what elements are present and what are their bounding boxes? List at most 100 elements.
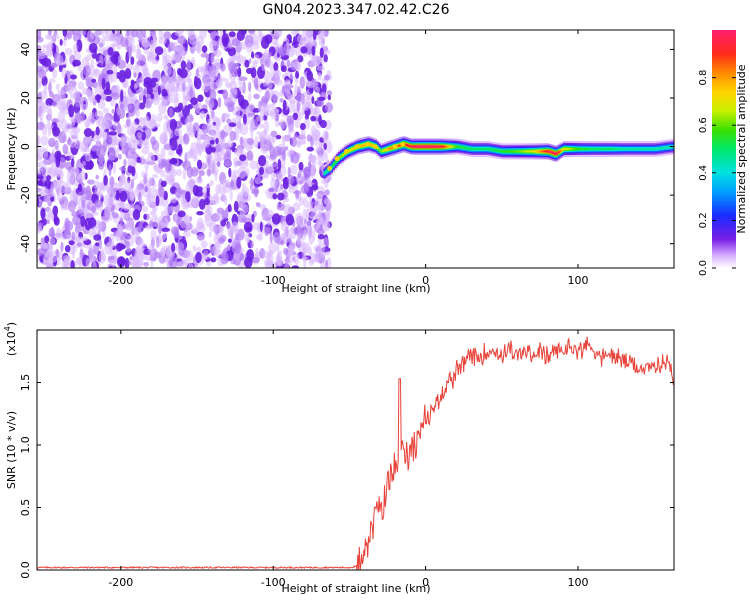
ridge-segment (323, 172, 326, 175)
noise-speckle (251, 213, 255, 223)
noise-speckle (286, 59, 291, 68)
noise-speckle (45, 98, 54, 107)
noise-speckle (216, 156, 225, 161)
noise-speckle (75, 133, 79, 145)
noise-speckle (150, 93, 155, 100)
noise-speckle (268, 242, 277, 254)
ridge-segment (371, 144, 374, 147)
noise-speckle (115, 232, 120, 242)
ridge-segment (458, 145, 461, 149)
noise-speckle (119, 166, 127, 171)
y-tick-label: 1.0 (19, 436, 32, 454)
noise-speckle (237, 166, 247, 179)
noise-speckle (307, 246, 312, 257)
noise-speckle (312, 31, 317, 41)
noise-speckle (249, 104, 255, 112)
noise-speckle (106, 69, 114, 75)
noise-speckle (191, 202, 197, 208)
ridge-segment (449, 145, 452, 148)
noise-speckle (243, 221, 253, 233)
noise-speckle (178, 102, 183, 111)
noise-speckle (249, 160, 259, 170)
noise-speckle (182, 168, 187, 181)
noise-speckle (158, 216, 164, 227)
noise-speckle (141, 131, 146, 141)
noise-speckle (305, 30, 312, 39)
noise-speckle (255, 247, 259, 256)
snr-unit-base: (x10 (5, 331, 18, 356)
colorbar-label: Normalized spectral amplitude (735, 64, 748, 233)
noise-speckle (271, 136, 277, 142)
ridge-segment (446, 145, 449, 148)
ridge-segment (363, 143, 366, 147)
noise-speckle (190, 97, 199, 105)
noise-speckle (69, 139, 76, 148)
ridge-segment (586, 147, 589, 151)
noise-speckle (269, 163, 278, 168)
noise-speckle (235, 109, 241, 118)
noise-speckle (315, 193, 323, 198)
noise-speckle (309, 200, 313, 212)
ridge-segment (444, 145, 447, 148)
noise-speckle (58, 131, 67, 144)
noise-speckle (138, 191, 142, 205)
ridge-segment (491, 148, 494, 151)
noise-speckle (250, 67, 257, 79)
noise-speckle (61, 68, 67, 79)
noise-speckle (51, 101, 58, 107)
ridge-segment (596, 147, 599, 151)
noise-speckle (275, 243, 280, 252)
noise-speckle (220, 62, 226, 72)
noise-speckle (316, 228, 325, 235)
noise-speckle (205, 154, 214, 159)
ridge-segment (343, 152, 346, 155)
ridge-segment (341, 154, 344, 157)
noise-speckle (324, 189, 330, 196)
y-tick-label: -20 (19, 186, 32, 204)
noise-speckle (213, 49, 222, 58)
ridge-segment (440, 145, 443, 148)
noise-speckle (107, 143, 116, 155)
ridge-segment (504, 150, 507, 153)
ridge-peak (392, 144, 398, 150)
ridge-segment (564, 147, 568, 151)
ridge-segment (361, 144, 365, 147)
ridge-segment (548, 150, 551, 153)
ridge-segment (537, 150, 540, 153)
ridge-peak (334, 156, 340, 162)
ridge-segment (436, 145, 440, 148)
noise-speckle (244, 168, 250, 177)
ridge-segment (387, 147, 390, 151)
noise-speckle (144, 225, 154, 230)
noise-speckle (118, 153, 122, 160)
noise-speckle (323, 54, 328, 63)
noise-speckle (240, 198, 248, 204)
noise-speckle (253, 186, 259, 198)
noise-speckle (95, 174, 99, 180)
noise-speckle (171, 242, 176, 253)
noise-speckle (283, 204, 292, 216)
noise-speckle (116, 106, 122, 116)
noise-speckle (210, 69, 218, 81)
ridge-segment (579, 147, 582, 151)
ridge-segment (389, 147, 392, 150)
noise-speckle (286, 42, 290, 54)
x-tick-label: -200 (108, 576, 133, 589)
noise-speckle (151, 59, 159, 65)
noise-speckle (286, 91, 293, 100)
ridge-segment (424, 145, 427, 148)
noise-speckle (82, 160, 87, 166)
noise-speckle (53, 30, 58, 36)
noise-speckle (145, 98, 150, 106)
noise-speckle (146, 193, 151, 206)
noise-speckle (37, 162, 41, 167)
noise-speckle (227, 46, 236, 57)
noise-speckle (192, 245, 197, 253)
noise-speckle (96, 94, 101, 104)
noise-speckle (129, 203, 135, 208)
noise-speckle (275, 174, 283, 183)
noise-speckle (192, 126, 197, 134)
noise-speckle (180, 60, 187, 70)
noise-speckle (88, 64, 95, 74)
